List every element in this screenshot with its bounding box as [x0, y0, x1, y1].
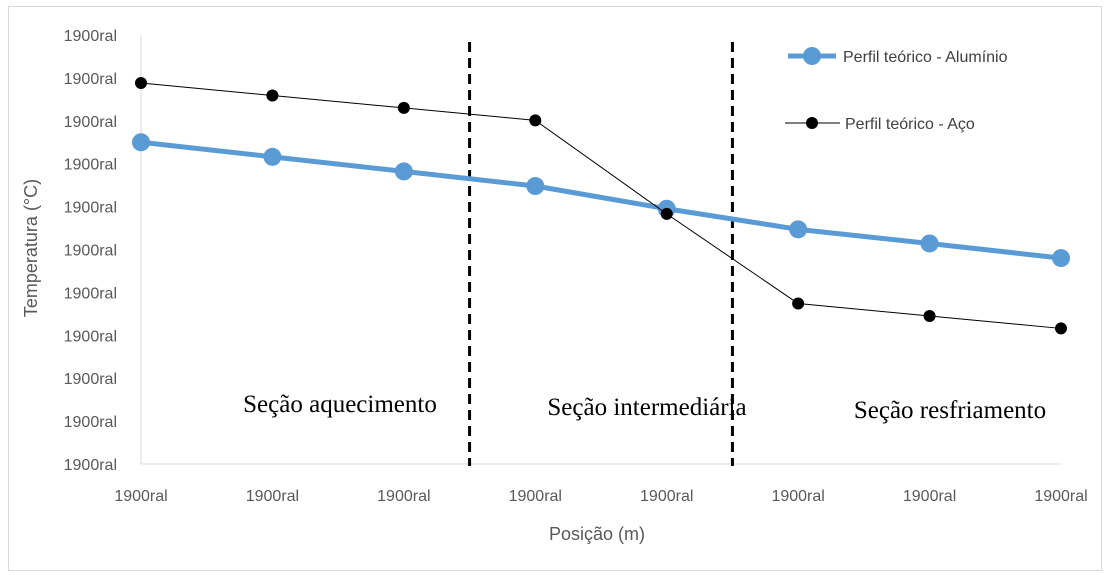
x-axis-title: Posição (m) — [549, 524, 645, 544]
series-0-point — [263, 147, 282, 166]
y-tick-label: 1900ral — [64, 200, 117, 217]
series-0-point — [394, 162, 413, 181]
series-1-point — [1055, 322, 1067, 335]
y-tick-label: 1900ral — [64, 71, 117, 88]
series-1-point — [792, 297, 805, 310]
legend-steel-label: Perfil teórico - Aço — [845, 116, 975, 133]
y-tick-label: 1900ral — [64, 371, 117, 388]
annotation-cooling-section: Seção resfriamento — [854, 397, 1046, 424]
chart-frame — [8, 6, 1102, 571]
y-tick-label: 1900ral — [64, 114, 117, 131]
series-0-point — [789, 220, 808, 239]
y-tick-label: 1900ral — [64, 28, 117, 45]
x-tick-label: 1900ral — [640, 488, 693, 505]
y-tick-labels: 1900ral 1900ral 1900ral 1900ral 1900ral 1900r… — [64, 28, 117, 474]
x-tick-label: 1900ral — [509, 488, 562, 505]
x-tick-label: 1900ral — [1034, 488, 1087, 505]
series-line-1 — [140, 82, 1062, 329]
legend-steel-marker — [806, 117, 818, 129]
legend: Perfil teórico - Alumínio Perfil teórico… — [785, 47, 1008, 133]
y-tick-label: 1900ral — [64, 328, 117, 345]
legend-aluminium-marker — [803, 47, 821, 65]
series-1-point — [397, 101, 410, 114]
x-tick-label: 1900ral — [377, 488, 430, 505]
series-0-point — [526, 177, 545, 196]
y-tick-label: 1900ral — [64, 457, 117, 474]
x-tick-label: 1900ral — [771, 488, 824, 505]
annotation-intermediate-section: Seção intermediária — [547, 394, 746, 421]
series-0-point — [920, 234, 939, 253]
series-layer — [132, 77, 1070, 335]
y-axis-title: Temperatura (°C) — [21, 179, 41, 317]
x-tick-label: 1900ral — [246, 488, 299, 505]
annotation-heating-section: Seção aquecimento — [243, 391, 437, 418]
series-1-point — [529, 114, 542, 127]
series-0-point — [1052, 249, 1070, 268]
x-tick-labels: 1900ral 1900ral 1900ral 1900ral 1900ral 1900r… — [114, 488, 1087, 505]
series-1-point — [923, 309, 936, 322]
series-0-point — [132, 133, 150, 152]
y-tick-label: 1900ral — [64, 157, 117, 174]
y-tick-label: 1900ral — [64, 285, 117, 302]
series-line-0 — [140, 139, 1062, 261]
legend-aluminium-label: Perfil teórico - Alumínio — [843, 49, 1008, 66]
y-tick-label: 1900ral — [64, 414, 117, 431]
x-tick-label: 1900ral — [114, 488, 167, 505]
series-1-point — [660, 207, 673, 220]
y-tick-label: 1900ral — [64, 243, 117, 260]
x-tick-label: 1900ral — [903, 488, 956, 505]
section-divider-lines — [468, 42, 734, 466]
series-1-point — [266, 89, 279, 102]
series-1-point — [135, 77, 147, 90]
